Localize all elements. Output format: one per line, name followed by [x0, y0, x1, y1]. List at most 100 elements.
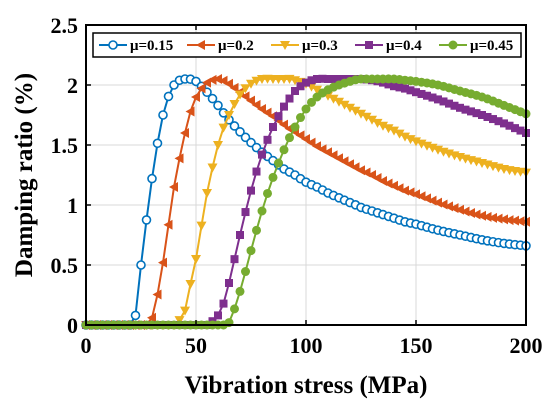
- y-axis-label: Damping ratio (%): [11, 73, 38, 277]
- data-point: [478, 111, 486, 119]
- data-point: [225, 279, 233, 287]
- data-point: [196, 83, 206, 94]
- data-point: [516, 126, 525, 135]
- data-point: [141, 215, 152, 225]
- data-point: [356, 109, 366, 119]
- data-point: [412, 88, 420, 97]
- data-point: [295, 130, 305, 141]
- legend-swatch-marker: [365, 41, 373, 49]
- data-point: [191, 92, 200, 102]
- y-tick-label: 1.5: [51, 133, 79, 158]
- data-point: [307, 76, 316, 85]
- data-point: [152, 138, 163, 149]
- data-point: [510, 215, 519, 226]
- data-point: [434, 95, 442, 104]
- data-point: [241, 267, 250, 277]
- data-point: [472, 109, 481, 118]
- legend-label: μ=0.4: [386, 38, 422, 54]
- data-point: [471, 209, 481, 220]
- data-point: [449, 203, 459, 214]
- data-point: [324, 75, 332, 83]
- data-point: [395, 83, 404, 92]
- data-point: [279, 145, 289, 155]
- data-point: [307, 97, 316, 107]
- data-point: [185, 106, 195, 117]
- data-point: [269, 123, 277, 131]
- data-point: [263, 188, 272, 198]
- data-point: [263, 135, 272, 144]
- data-point: [428, 93, 437, 102]
- data-point: [230, 255, 239, 264]
- x-tick-labels: 0 50 100 150 200: [81, 333, 543, 358]
- data-point: [268, 172, 278, 182]
- data-point: [218, 123, 229, 133]
- data-point: [460, 206, 470, 217]
- data-point: [306, 137, 316, 148]
- data-point: [456, 103, 464, 112]
- data-point: [180, 306, 190, 316]
- legend-item-5: μ=0.45: [439, 38, 513, 54]
- data-point: [152, 289, 162, 300]
- data-point: [241, 208, 250, 217]
- data-point: [417, 89, 426, 98]
- data-point: [313, 75, 321, 83]
- data-point: [511, 124, 519, 133]
- data-point: [136, 260, 146, 270]
- data-point: [207, 93, 218, 104]
- data-point: [285, 133, 294, 143]
- data-point: [493, 213, 503, 224]
- x-tick-label: 100: [290, 333, 323, 358]
- data-point: [280, 102, 288, 111]
- data-point: [389, 126, 399, 136]
- data-point: [290, 122, 300, 132]
- data-point: [213, 100, 223, 111]
- data-point: [207, 163, 218, 173]
- data-point: [130, 310, 141, 321]
- data-point: [158, 110, 168, 120]
- data-point: [361, 112, 372, 122]
- data-point: [235, 286, 245, 296]
- data-point: [405, 135, 416, 145]
- data-point: [240, 84, 251, 94]
- data-point: [367, 115, 377, 125]
- data-point: [229, 99, 240, 109]
- data-point: [489, 115, 497, 124]
- data-point: [240, 91, 250, 102]
- legend-item-2: μ=0.2: [187, 38, 254, 54]
- y-tick-label: 2: [67, 73, 78, 98]
- y-tick-labels: 0 0.5 1 1.5 2 2.5: [51, 13, 79, 338]
- legend: μ=0.15 μ=0.2 μ=0.3 μ=0.4 μ=0.45: [92, 32, 522, 58]
- data-point: [483, 112, 492, 121]
- series-2: [81, 74, 530, 330]
- data-point: [252, 167, 261, 176]
- data-point: [318, 74, 327, 83]
- legend-swatch-marker: [196, 40, 205, 50]
- data-point: [285, 94, 294, 103]
- data-point: [147, 173, 157, 184]
- data-point: [246, 95, 255, 106]
- data-point: [251, 76, 262, 86]
- data-point: [405, 187, 415, 198]
- data-point: [312, 85, 322, 95]
- data-point: [202, 189, 212, 198]
- legend-item-3: μ=0.3: [271, 38, 338, 54]
- data-point: [174, 153, 184, 164]
- data-point: [488, 212, 497, 223]
- data-point: [185, 280, 196, 290]
- data-point: [251, 99, 261, 110]
- data-point: [274, 158, 283, 168]
- data-point: [279, 119, 288, 130]
- data-point: [214, 311, 222, 320]
- data-point: [158, 257, 167, 268]
- data-point: [258, 150, 266, 159]
- data-point: [291, 87, 299, 95]
- data-point: [467, 107, 475, 116]
- data-point: [461, 105, 470, 114]
- data-point: [219, 299, 228, 308]
- data-point: [400, 132, 410, 142]
- data-point: [247, 186, 255, 195]
- data-point: [383, 124, 394, 134]
- data-point: [246, 246, 256, 256]
- data-point: [229, 121, 240, 131]
- data-point: [401, 84, 409, 93]
